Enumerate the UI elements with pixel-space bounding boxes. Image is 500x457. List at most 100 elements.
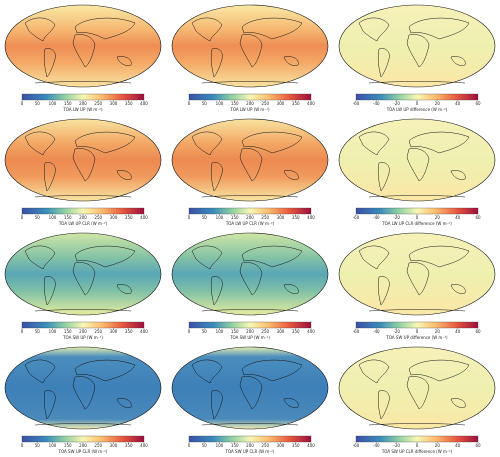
tick-label: 20 xyxy=(435,443,441,448)
map xyxy=(4,4,162,88)
tick-label: 200 xyxy=(79,443,87,448)
tick-label: 400 xyxy=(140,329,148,334)
tick-label: 350 xyxy=(292,215,300,220)
tick-label: 400 xyxy=(307,215,315,220)
colorbar-label: TOA SW UP CLR (W m⁻²) xyxy=(225,449,275,454)
tick-label: 0 xyxy=(416,215,419,220)
map xyxy=(171,4,329,88)
tick-label: 40 xyxy=(455,329,461,334)
tick-label: 400 xyxy=(140,101,148,106)
tick-label: 200 xyxy=(79,101,87,106)
tick-label: 20 xyxy=(435,101,441,106)
tick-label: 250 xyxy=(261,215,269,220)
tick-label: 100 xyxy=(49,215,57,220)
tick-label: 50 xyxy=(202,101,208,106)
tick-label: 200 xyxy=(246,329,254,334)
colorbar-label: TOA LW UP (W m⁻²) xyxy=(62,107,103,112)
tick-label: 250 xyxy=(261,443,269,448)
tick-label: -20 xyxy=(393,329,400,334)
tick-label: -40 xyxy=(373,101,380,106)
tick-label: -60 xyxy=(353,101,360,106)
tick-label: 250 xyxy=(94,101,102,106)
tick-label: 50 xyxy=(35,443,41,448)
map xyxy=(171,232,329,316)
tick-label: -20 xyxy=(393,443,400,448)
tick-label: 0 xyxy=(21,101,24,106)
tick-label: 50 xyxy=(202,443,208,448)
tick-label: 40 xyxy=(455,215,461,220)
tick-label: 350 xyxy=(125,329,133,334)
tick-label: 0 xyxy=(21,329,24,334)
tick-label: 100 xyxy=(49,101,57,106)
tick-label: 40 xyxy=(455,443,461,448)
colorbar xyxy=(355,321,479,329)
tick-label: 100 xyxy=(49,329,57,334)
tick-label: 0 xyxy=(188,443,191,448)
colorbar-label: TOA SW UP difference (W m⁻²) xyxy=(385,335,448,340)
colorbar xyxy=(21,207,145,215)
map xyxy=(4,232,162,316)
tick-label: 50 xyxy=(35,329,41,334)
colorbar xyxy=(188,93,312,101)
tick-label: -40 xyxy=(373,329,380,334)
tick-label: 250 xyxy=(94,215,102,220)
tick-label: 200 xyxy=(246,443,254,448)
tick-label: 50 xyxy=(35,101,41,106)
tick-label: 400 xyxy=(307,101,315,106)
tick-label: 250 xyxy=(94,329,102,334)
tick-label: 60 xyxy=(475,101,481,106)
tick-label: 150 xyxy=(64,215,72,220)
tick-label: 0 xyxy=(416,101,419,106)
tick-label: 400 xyxy=(307,329,315,334)
tick-label: -60 xyxy=(353,443,360,448)
tick-label: 250 xyxy=(261,101,269,106)
colorbar-label: TOA LW UP (W m⁻²) xyxy=(229,107,270,112)
tick-label: 300 xyxy=(110,329,118,334)
tick-label: 400 xyxy=(140,215,148,220)
tick-label: 0 xyxy=(416,443,419,448)
colorbar-label: TOA LW UP CLR difference (W m⁻²) xyxy=(381,221,452,226)
colorbar-label: TOA SW UP (W m⁻²) xyxy=(62,335,103,340)
tick-label: 300 xyxy=(277,329,285,334)
colorbar xyxy=(188,321,312,329)
tick-label: 60 xyxy=(475,443,481,448)
tick-label: 200 xyxy=(246,215,254,220)
tick-label: 350 xyxy=(292,329,300,334)
colorbar-label: TOA SW UP CLR (W m⁻²) xyxy=(58,449,108,454)
tick-label: 250 xyxy=(261,329,269,334)
map xyxy=(171,118,329,202)
colorbar-label: TOA LW UP CLR (W m⁻²) xyxy=(58,221,108,226)
map xyxy=(338,346,496,430)
tick-label: -40 xyxy=(373,443,380,448)
colorbar xyxy=(188,435,312,443)
tick-label: 300 xyxy=(110,101,118,106)
map xyxy=(338,4,496,88)
tick-label: 300 xyxy=(110,215,118,220)
tick-label: 20 xyxy=(435,215,441,220)
tick-label: 100 xyxy=(216,329,224,334)
tick-label: 150 xyxy=(64,101,72,106)
tick-label: 300 xyxy=(277,443,285,448)
colorbar-label: TOA SW UP (W m⁻²) xyxy=(229,335,270,340)
map xyxy=(4,118,162,202)
map xyxy=(338,232,496,316)
tick-label: 250 xyxy=(94,443,102,448)
tick-label: -20 xyxy=(393,101,400,106)
tick-label: 350 xyxy=(125,101,133,106)
tick-label: 0 xyxy=(21,443,24,448)
tick-label: 350 xyxy=(292,101,300,106)
tick-label: 0 xyxy=(188,215,191,220)
tick-label: 50 xyxy=(202,329,208,334)
tick-label: 0 xyxy=(21,215,24,220)
tick-label: 50 xyxy=(35,215,41,220)
tick-label: 300 xyxy=(110,443,118,448)
colorbar xyxy=(355,207,479,215)
tick-label: 0 xyxy=(188,329,191,334)
tick-label: 150 xyxy=(231,101,239,106)
tick-label: 60 xyxy=(475,329,481,334)
tick-label: 50 xyxy=(202,215,208,220)
tick-label: 60 xyxy=(475,215,481,220)
colorbar-label: TOA SW UP CLR difference (W m⁻²) xyxy=(381,449,453,454)
map xyxy=(171,346,329,430)
colorbar-label: TOA LW UP difference (W m⁻²) xyxy=(386,107,448,112)
